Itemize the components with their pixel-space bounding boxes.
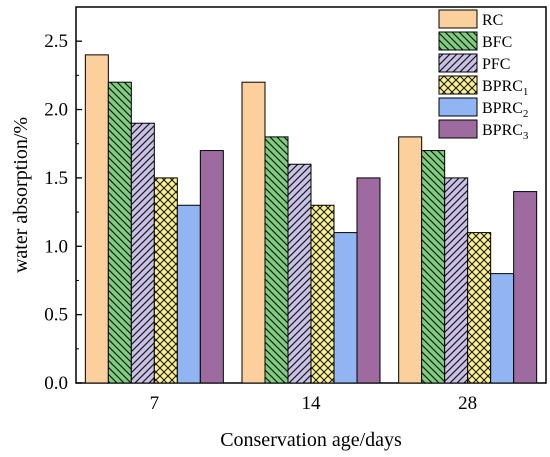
bar-bfc-14	[264, 136, 289, 384]
bar-bprc2-28	[490, 273, 515, 384]
y-tick-label: 1.5	[44, 168, 68, 189]
legend-swatch-bprc1	[438, 75, 478, 95]
bar-bprc2-7	[176, 204, 201, 384]
x-axis-title: Conservation age/days	[220, 429, 402, 451]
legend-label-main: BPRC	[482, 78, 523, 95]
bar-bprc2-14	[333, 232, 358, 384]
legend-label-rc: RC	[482, 12, 503, 29]
y-tick-label: 1.0	[44, 236, 68, 257]
legend-label-main: BPRC	[482, 122, 523, 139]
y-tick-label: 2.0	[44, 100, 68, 121]
legend-label-pfc: PFC	[482, 56, 510, 73]
legend-label-main: PFC	[482, 56, 510, 73]
legend-label-bprc2: BPRC2	[482, 100, 528, 120]
legend-label-subscript: 1	[523, 86, 529, 98]
legend-swatch-pfc	[438, 53, 478, 73]
y-tick-label: 2.5	[44, 31, 68, 52]
legend-swatch-bprc3	[438, 119, 478, 139]
bar-bprc1-7	[153, 177, 178, 384]
bar-bfc-7	[107, 81, 132, 384]
bar-bprc3-28	[513, 191, 538, 384]
bars-group	[84, 54, 538, 384]
legend-label-main: RC	[482, 12, 503, 29]
bar-pfc-7	[130, 122, 155, 384]
bar-rc-14	[241, 81, 266, 384]
bar-rc-7	[84, 54, 109, 384]
legend-label-subscript: 2	[523, 108, 529, 120]
x-tick-label: 7	[150, 393, 160, 414]
legend-label-bfc: BFC	[482, 34, 512, 51]
bar-bprc3-14	[356, 177, 381, 384]
bar-pfc-14	[287, 163, 312, 384]
legend-label-subscript: 3	[523, 130, 529, 142]
y-tick-label: 0.0	[44, 373, 68, 394]
x-axis: 7 14 28	[150, 377, 477, 414]
bar-rc-28	[398, 136, 423, 384]
y-tick-label: 0.5	[44, 305, 68, 326]
legend-swatch-bfc	[438, 31, 478, 51]
legend-label-main: BPRC	[482, 100, 523, 117]
bar-bprc1-14	[310, 204, 335, 384]
x-tick-label: 14	[302, 393, 322, 414]
bar-bprc1-28	[467, 232, 492, 384]
bar-bprc3-7	[199, 150, 224, 384]
bar-bfc-28	[421, 150, 446, 384]
y-axis-title: water absorption/%	[10, 117, 32, 273]
x-tick-label: 28	[458, 393, 477, 414]
bar-pfc-28	[444, 177, 469, 384]
legend-label-bprc3: BPRC3	[482, 122, 529, 142]
legend-swatch-bprc2	[438, 97, 478, 117]
y-axis: 0.0 0.5 1.0 1.5 2.0 2.5	[44, 31, 82, 394]
legend-label-bprc1: BPRC1	[482, 78, 528, 98]
legend-swatch-rc	[438, 9, 478, 29]
legend-label-main: BFC	[482, 34, 512, 51]
